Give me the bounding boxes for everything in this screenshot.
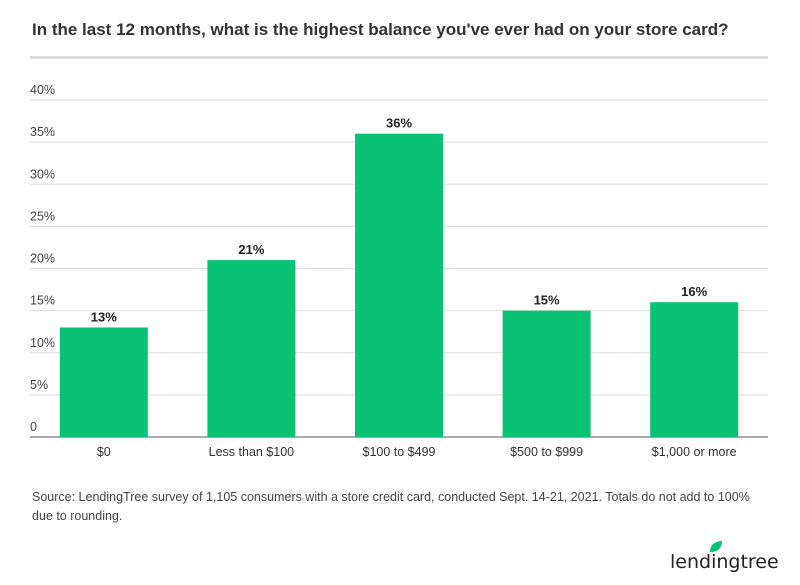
- logo-text: lendingtree: [670, 551, 779, 573]
- y-tick-label: 40%: [30, 83, 55, 97]
- y-tick-label: 5%: [30, 378, 48, 392]
- source-note: Source: LendingTree survey of 1,105 cons…: [32, 490, 750, 523]
- y-tick-label: 10%: [30, 336, 55, 350]
- y-tick-label: 15%: [30, 294, 55, 308]
- data-label: 36%: [386, 116, 412, 131]
- x-tick-label: $0: [97, 445, 111, 459]
- chart-title: In the last 12 months, what is the highe…: [32, 20, 729, 39]
- data-label: 21%: [238, 242, 264, 257]
- bar: [59, 327, 148, 437]
- x-tick-label: $1,000 or more: [652, 445, 737, 459]
- data-label: 15%: [534, 293, 560, 308]
- y-tick-label: 35%: [30, 125, 55, 139]
- bar: [355, 133, 443, 437]
- data-label: 16%: [681, 284, 707, 299]
- leaf-icon: [710, 541, 722, 552]
- bar: [502, 310, 591, 437]
- y-tick-label: 30%: [30, 167, 55, 181]
- title-divider: [30, 56, 768, 59]
- data-label: 13%: [91, 309, 117, 324]
- lendingtree-logo: lendingtree: [670, 541, 779, 573]
- x-tick-label: $500 to $999: [510, 445, 583, 459]
- bar-chart: 0 5% 10% 15% 20% 25% 30% 35% 40% 13% $0 21% Less tha…: [30, 83, 768, 459]
- y-tick-label: 25%: [30, 209, 55, 223]
- bar: [650, 302, 739, 437]
- x-tick-label: Less than $100: [209, 445, 295, 459]
- y-tick-label: 0: [30, 420, 37, 434]
- bar: [207, 260, 296, 437]
- y-tick-label: 20%: [30, 252, 55, 266]
- x-tick-label: $100 to $499: [363, 445, 436, 459]
